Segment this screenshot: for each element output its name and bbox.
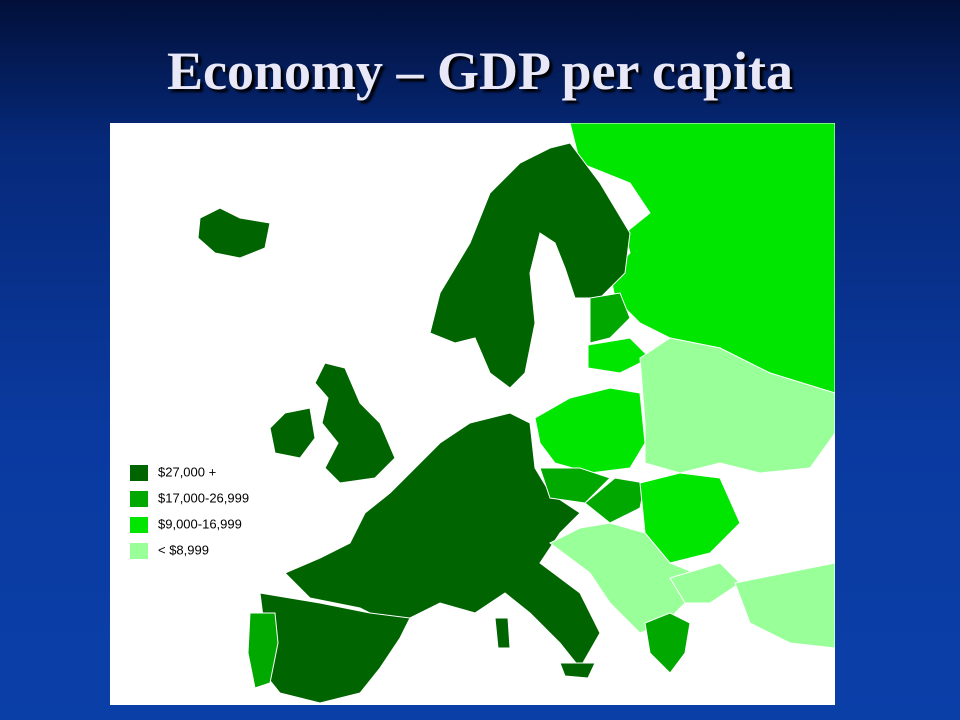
latvia-lithuania: [587, 337, 651, 374]
legend-swatch: [130, 543, 148, 559]
legend-label: $27,000 +: [158, 464, 216, 479]
legend: $27,000 + $17,000-26,999 $9,000-16,999 < $8…: [130, 464, 249, 559]
bulgaria: [669, 562, 741, 604]
legend-swatch: [130, 517, 148, 533]
greece: [644, 612, 691, 674]
uk: [314, 362, 396, 484]
legend-label: $9,000-16,999: [158, 516, 242, 531]
sicily: [559, 662, 596, 679]
corsica-sardinia: [494, 617, 511, 649]
western-europe: [284, 412, 601, 669]
poland: [534, 387, 646, 474]
iceland: [197, 207, 271, 259]
portugal: [247, 612, 279, 689]
legend-swatch: [130, 491, 148, 507]
belarus-ukraine: [639, 337, 835, 474]
legend-label: < $8,999: [158, 542, 209, 557]
czech: [539, 467, 611, 504]
turkey: [734, 562, 835, 649]
countries: [197, 123, 835, 704]
scandinavia: [429, 142, 631, 389]
legend-label: $17,000-26,999: [158, 490, 249, 505]
estonia: [589, 292, 631, 344]
ireland: [269, 407, 316, 459]
legend-swatch: [130, 465, 148, 481]
map: $27,000 + $17,000-26,999 $9,000-16,999 < $8…: [110, 123, 835, 705]
slide-title: Economy – GDP per capita: [167, 41, 793, 101]
